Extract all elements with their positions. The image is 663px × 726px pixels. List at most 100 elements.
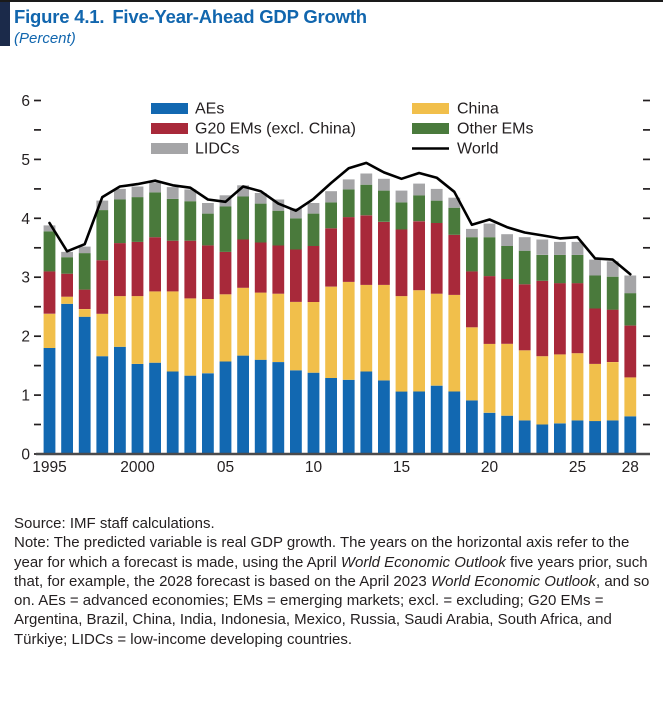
bar-segment-2002: [166, 291, 179, 372]
bar-segment-2011: [325, 286, 337, 378]
bar-segment-2008: [272, 199, 285, 211]
bar-segment-1996: [61, 257, 73, 274]
legend-label: LIDCs: [195, 141, 239, 158]
bar-segment-2001: [149, 362, 161, 454]
bar-segment-1995: [43, 271, 56, 314]
bar-segment-2024: [554, 423, 566, 454]
y-tick-label: 2: [21, 329, 30, 346]
bars-layer: [43, 173, 637, 455]
bar-segment-2005: [219, 251, 232, 295]
bar-segment-2000: [131, 241, 144, 297]
bar-segment-1999: [114, 199, 126, 244]
bar-segment-2024: [554, 254, 566, 284]
bar-segment-2014: [378, 380, 390, 455]
bar-segment-2025: [571, 254, 584, 284]
bar-segment-2016: [413, 195, 425, 222]
bar-segment-2002: [166, 240, 179, 292]
bar-segment-2000: [131, 296, 144, 364]
bar-segment-1998: [96, 356, 109, 454]
bar-segment-2001: [149, 237, 161, 292]
bar-segment-2014: [378, 178, 390, 191]
bar-segment-2009: [290, 249, 302, 302]
x-tick-label: 28: [622, 459, 639, 476]
legend-swatch: [151, 103, 188, 114]
bar-segment-2006: [237, 196, 249, 240]
methodology-note: Note: The predicted variable is real GDP…: [14, 533, 650, 649]
bar-segment-2015: [395, 296, 408, 392]
bar-segment-2024: [554, 283, 566, 355]
bar-segment-2015: [395, 202, 408, 230]
bar-segment-2014: [378, 284, 390, 381]
bar-segment-2025: [571, 353, 584, 421]
y-tick-label: 4: [21, 211, 30, 228]
note-text-run: , and so on. AEs = advanced economies; E…: [14, 572, 650, 648]
bar-segment-2020: [483, 223, 496, 238]
figure-title-text: Five-Year-Ahead GDP Growth: [112, 6, 367, 27]
bar-segment-2021: [501, 246, 513, 279]
bar-segment-2012: [342, 189, 355, 218]
bar-segment-2009: [290, 302, 302, 371]
bar-segment-1995: [43, 225, 56, 232]
bar-segment-2027: [606, 276, 619, 310]
figure-title: Figure 4.1. Five-Year-Ahead GDP Growth: [14, 6, 654, 28]
bar-segment-1998: [96, 313, 109, 357]
bar-segment-2026: [589, 275, 601, 309]
bar-segment-2025: [571, 241, 584, 255]
bar-segment-2003: [184, 298, 197, 376]
bar-segment-2027: [606, 362, 619, 421]
bar-segment-2026: [589, 308, 601, 364]
bar-segment-2004: [202, 245, 214, 299]
bar-segment-1996: [61, 251, 73, 258]
bar-segment-2013: [360, 173, 373, 185]
x-tick-label: 25: [569, 459, 586, 476]
bar-segment-1998: [96, 210, 109, 261]
bar-segment-1997: [78, 309, 91, 317]
bar-segment-2028: [624, 377, 637, 417]
y-tick-label: 3: [21, 270, 30, 287]
bar-segment-2010: [307, 213, 320, 246]
bar-segment-2016: [413, 290, 425, 392]
bar-segment-2020: [483, 276, 496, 344]
legend: AEs G20 EMs (excl. China) LIDCs China Other …: [151, 101, 533, 158]
note-italic-run: World Economic Outlook: [340, 553, 506, 571]
bar-segment-2006: [237, 355, 249, 454]
bar-segment-1995: [43, 313, 56, 348]
bar-segment-2002: [166, 371, 179, 454]
top-rule: [0, 0, 663, 2]
source-note: Source: IMF staff calculations.: [14, 515, 215, 532]
bar-segment-2020: [483, 412, 496, 454]
bar-segment-2019: [466, 237, 478, 272]
bar-segment-2019: [466, 271, 478, 328]
legend-label: AEs: [195, 101, 224, 118]
legend-label: Other EMs: [457, 121, 533, 138]
bar-segment-2013: [360, 215, 373, 285]
bar-segment-2005: [219, 206, 232, 252]
bar-segment-2012: [342, 379, 355, 454]
bar-segment-2009: [290, 370, 302, 454]
y-tick-label: 5: [21, 152, 30, 169]
bar-segment-2019: [466, 400, 478, 454]
bar-segment-2004: [202, 299, 214, 374]
bar-segment-1996: [61, 273, 73, 297]
bar-segment-2021: [501, 415, 513, 454]
corner-accent-block: [0, 2, 10, 46]
gdp-growth-stacked-bar-chart: 0 1 2 3 4 5 6 1995 2000 05 10 15 20 25 28 AEs G20 EMs (e…: [21, 93, 650, 476]
bar-segment-1995: [43, 231, 56, 272]
bar-segment-2028: [624, 416, 637, 454]
bar-segment-2028: [624, 293, 637, 326]
bar-segment-2015: [395, 229, 408, 297]
bar-segment-2000: [131, 363, 144, 454]
legend-swatch: [412, 103, 449, 114]
bar-segment-2019: [466, 228, 478, 238]
bar-segment-2003: [184, 201, 197, 241]
figure-label: Figure 4.1.: [14, 6, 105, 27]
bar-segment-2018: [448, 294, 461, 392]
bar-segment-2007: [254, 359, 267, 454]
legend-swatch: [151, 123, 188, 134]
bar-segment-2018: [448, 197, 461, 208]
bar-segment-2001: [149, 182, 161, 193]
bar-segment-2027: [606, 309, 619, 362]
bar-segment-2010: [307, 372, 320, 454]
bar-segment-2011: [325, 191, 337, 203]
